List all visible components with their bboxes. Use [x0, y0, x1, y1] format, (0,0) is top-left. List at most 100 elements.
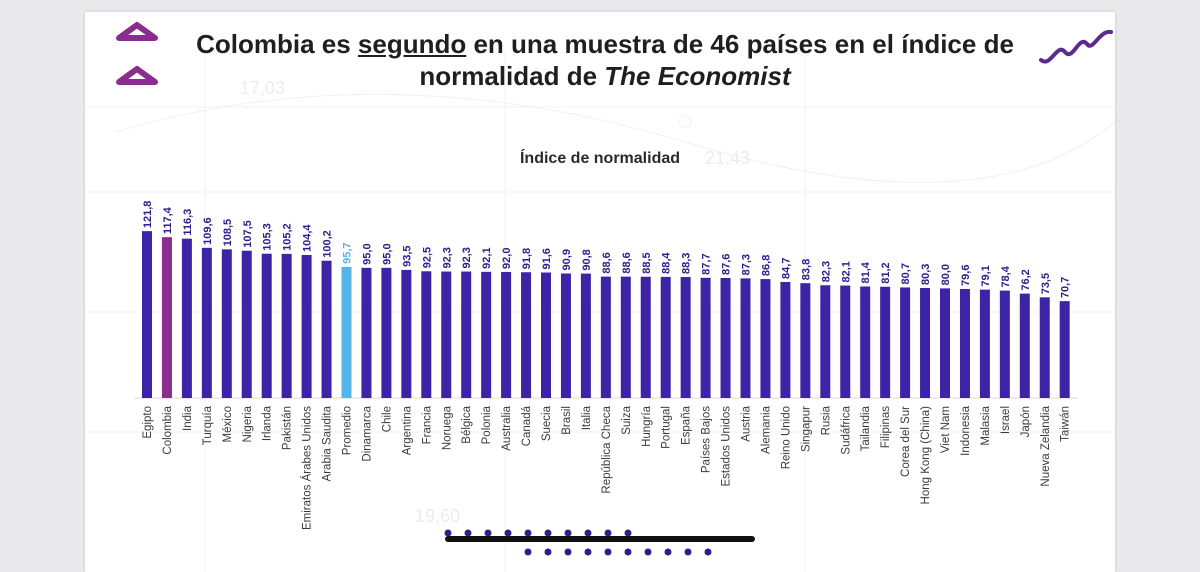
category-label-5: Nigeria [242, 405, 254, 442]
value-label-17: 92,1 [481, 247, 493, 268]
value-label-2: 116,3 [182, 209, 194, 236]
value-label-25: 88,5 [641, 252, 653, 273]
dot-bottom-7 [664, 548, 672, 556]
category-label-6: Irlanda [262, 405, 274, 441]
bar-22 [580, 273, 591, 398]
category-label-2: India [182, 405, 194, 431]
bar-41 [959, 288, 970, 398]
value-label-26: 88,4 [661, 252, 673, 274]
value-label-9: 100,2 [322, 230, 334, 258]
dot-top-0 [444, 529, 452, 537]
category-label-33: Singapur [800, 406, 812, 452]
bar-25 [640, 276, 651, 398]
dot-top-4 [524, 529, 532, 537]
value-label-22: 90,8 [581, 249, 593, 270]
bar-37 [880, 286, 891, 398]
bar-6 [261, 253, 272, 398]
category-label-37: Filipinas [880, 406, 892, 448]
value-label-6: 105,3 [262, 223, 274, 251]
category-label-35: Sudáfrica [840, 405, 852, 454]
value-label-35: 82,1 [840, 261, 852, 282]
bar-0 [142, 231, 152, 398]
category-label-24: Suiza [621, 405, 633, 434]
bar-40 [940, 288, 950, 398]
value-label-28: 87,7 [701, 253, 713, 274]
title-text-2: en una muestra de 46 países en el índice… [466, 29, 1014, 59]
bar-38 [900, 287, 911, 398]
value-label-1: 117,4 [162, 206, 174, 234]
value-label-0: 121,8 [142, 201, 154, 229]
bar-8 [301, 254, 312, 398]
bar-26 [660, 276, 671, 398]
bar-3 [201, 247, 212, 398]
category-label-1: Colombia [162, 405, 174, 454]
bg-number-2: 21,43 [705, 148, 750, 168]
bar-28 [700, 277, 711, 398]
category-label-40: Viet Nam [940, 406, 952, 453]
bar-33 [800, 283, 811, 398]
bar-46 [1059, 301, 1070, 398]
category-label-0: Egipto [142, 406, 154, 439]
value-label-41: 79,6 [960, 265, 972, 286]
category-label-9: Arabia Saudita [322, 405, 334, 481]
category-label-26: Portugal [661, 406, 673, 449]
dot-bottom-6 [644, 548, 652, 556]
category-label-7: Pakistán [282, 406, 294, 450]
value-label-4: 108,5 [222, 219, 234, 247]
value-label-15: 92,3 [441, 247, 453, 268]
value-label-23: 88,6 [601, 252, 613, 273]
dot-bottom-5 [624, 548, 632, 556]
value-label-18: 92,0 [501, 248, 513, 269]
bar-30 [740, 278, 751, 398]
dot-bottom-4 [604, 548, 612, 556]
value-label-19: 91,8 [521, 248, 533, 269]
category-label-21: Brasil [561, 406, 573, 435]
category-label-8: Emiratos Árabes Unidos [301, 406, 314, 530]
slide-title: Colombia es segundo en una muestra de 46… [145, 28, 1065, 92]
category-label-10: Promedio [342, 406, 354, 455]
value-label-45: 73,5 [1040, 273, 1052, 294]
category-label-4: México [222, 406, 234, 442]
dot-top-5 [544, 529, 552, 537]
bar-5 [241, 250, 252, 398]
bg-number-3: 19,60 [415, 506, 460, 526]
bar-23 [600, 276, 611, 398]
dot-bottom-2 [564, 548, 572, 556]
value-label-11: 95,0 [361, 243, 373, 264]
value-label-7: 105,2 [282, 223, 294, 251]
category-label-25: Hungría [641, 405, 653, 447]
dot-top-7 [584, 529, 592, 537]
category-label-45: Nueva Zelandia [1040, 405, 1052, 486]
dot-bottom-8 [684, 548, 692, 556]
title-text-3: normalidad de [419, 61, 605, 91]
bar-4 [221, 249, 232, 398]
bar-27 [680, 277, 691, 398]
bar-14 [421, 271, 432, 398]
category-label-11: Dinamarca [361, 405, 373, 461]
category-label-31: Alemania [760, 405, 772, 454]
category-label-44: Japón [1020, 406, 1032, 437]
bar-18 [501, 271, 512, 398]
value-label-42: 79,1 [980, 265, 992, 286]
dot-bottom-0 [524, 548, 532, 556]
value-label-38: 80,7 [900, 263, 912, 284]
value-label-37: 81,2 [880, 262, 892, 283]
category-label-30: Austria [741, 405, 753, 441]
category-label-27: España [681, 405, 693, 445]
value-label-36: 81,4 [860, 261, 872, 283]
bar-2 [181, 238, 192, 398]
value-label-27: 88,3 [681, 253, 693, 274]
value-label-40: 80,0 [940, 264, 952, 285]
value-label-31: 86,8 [760, 255, 772, 276]
value-label-30: 87,3 [741, 254, 753, 275]
bar-29 [720, 277, 731, 398]
category-label-22: Italia [581, 405, 593, 430]
home-indicator[interactable] [445, 536, 755, 542]
category-label-16: Bélgica [461, 405, 473, 443]
category-label-29: Estados Unidos [721, 406, 733, 487]
category-label-20: Suecia [541, 405, 553, 441]
category-label-23: República Checa [601, 405, 613, 493]
category-label-17: Polonia [481, 405, 493, 444]
value-label-13: 93,5 [401, 245, 413, 266]
bar-21 [560, 273, 571, 398]
